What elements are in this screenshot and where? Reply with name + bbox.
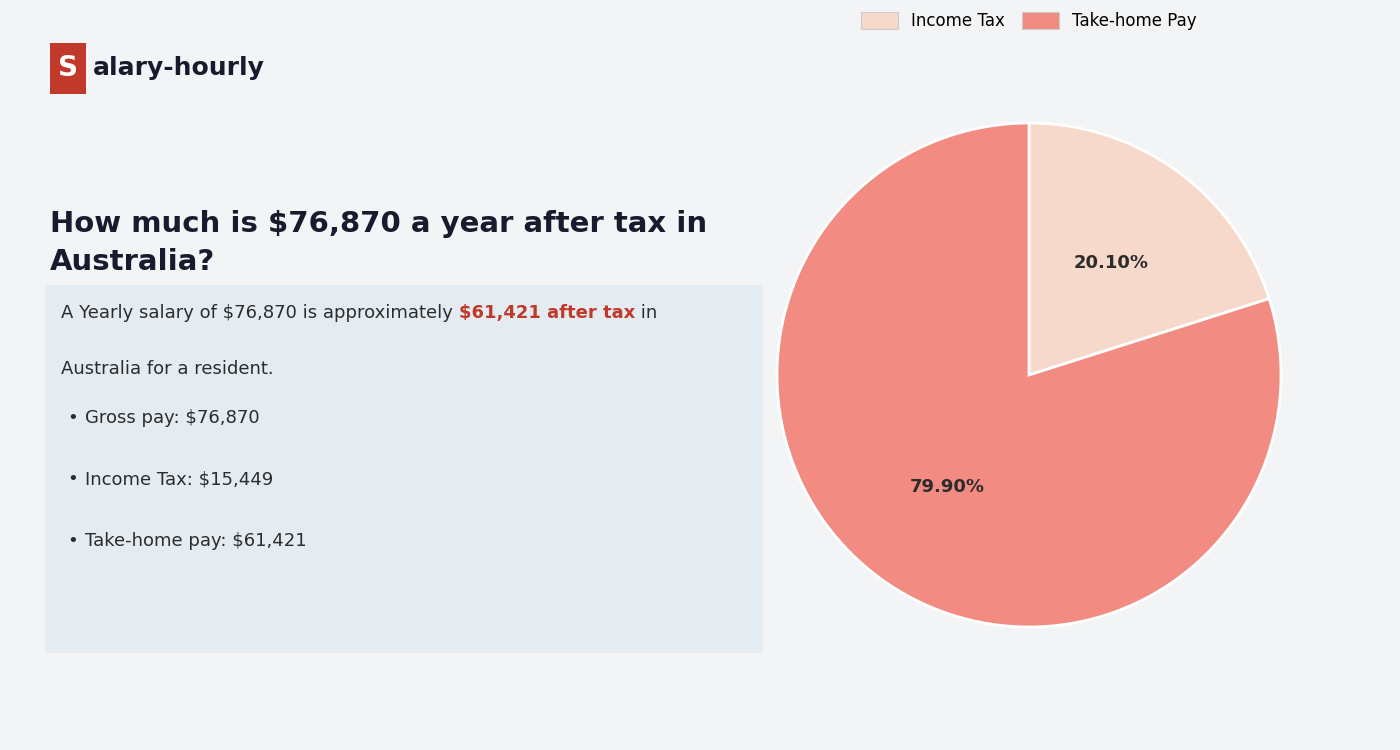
Text: Gross pay: $76,870: Gross pay: $76,870: [85, 409, 260, 427]
Text: in: in: [634, 304, 657, 322]
Text: Australia for a resident.: Australia for a resident.: [62, 360, 273, 378]
Wedge shape: [1029, 123, 1270, 375]
Text: •: •: [67, 532, 78, 550]
Text: Take-home pay: $61,421: Take-home pay: $61,421: [85, 532, 307, 550]
FancyBboxPatch shape: [45, 285, 763, 652]
Legend: Income Tax, Take-home Pay: Income Tax, Take-home Pay: [855, 5, 1203, 37]
Text: $61,421 after tax: $61,421 after tax: [459, 304, 634, 322]
Text: 79.90%: 79.90%: [910, 478, 984, 496]
Text: •: •: [67, 470, 78, 488]
Text: Income Tax: $15,449: Income Tax: $15,449: [85, 470, 273, 488]
Text: alary-hourly: alary-hourly: [92, 56, 265, 80]
Text: How much is $76,870 a year after tax in
Australia?: How much is $76,870 a year after tax in …: [50, 210, 707, 276]
FancyBboxPatch shape: [50, 43, 85, 94]
Text: A Yearly salary of $76,870 is approximately: A Yearly salary of $76,870 is approximat…: [62, 304, 459, 322]
Text: •: •: [67, 409, 78, 427]
Wedge shape: [777, 123, 1281, 627]
Text: S: S: [59, 54, 78, 82]
Text: 20.10%: 20.10%: [1074, 254, 1148, 272]
